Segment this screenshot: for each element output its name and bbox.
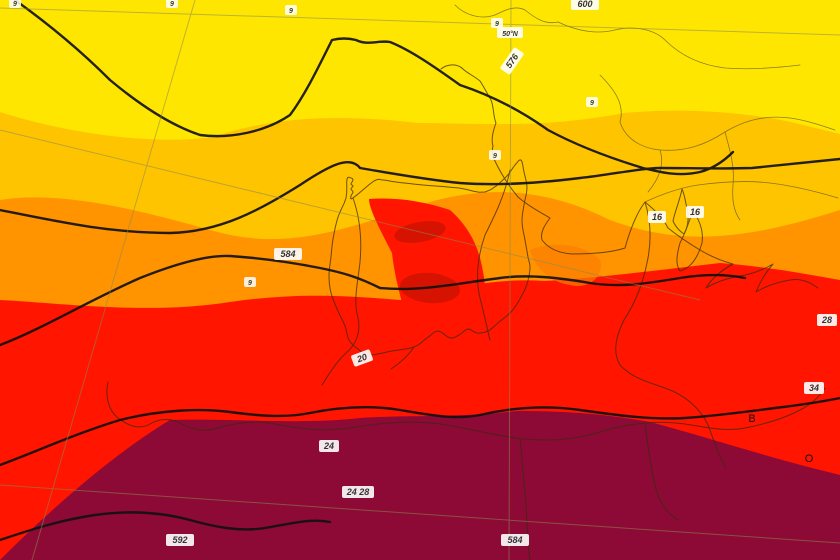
svg-text:16: 16 [690,207,701,217]
svg-text:9: 9 [590,100,594,107]
svg-text:50°N: 50°N [502,30,519,38]
svg-text:24 28: 24 28 [346,487,370,497]
svg-text:9: 9 [289,8,293,15]
svg-text:B: B [748,413,755,425]
svg-text:584: 584 [280,249,295,259]
svg-text:34: 34 [809,383,819,393]
svg-text:600: 600 [577,0,592,9]
svg-text:16: 16 [652,212,663,222]
svg-text:9: 9 [495,21,499,28]
svg-text:O: O [805,453,814,465]
svg-text:9: 9 [13,1,17,8]
svg-text:28: 28 [821,315,832,325]
svg-text:592: 592 [172,535,187,545]
svg-text:9: 9 [170,1,174,8]
svg-text:9: 9 [248,280,252,287]
svg-text:24: 24 [323,441,334,451]
svg-text:9: 9 [493,153,497,160]
svg-text:584: 584 [507,535,522,545]
